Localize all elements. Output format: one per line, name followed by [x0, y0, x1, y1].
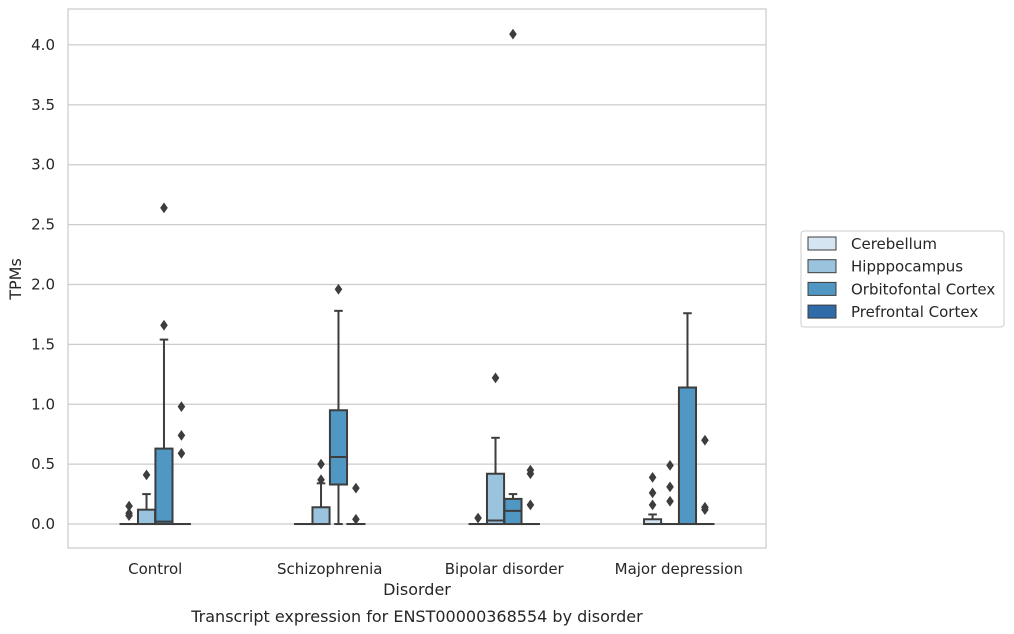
outlier-point [509, 28, 517, 40]
x-tick-label: Bipolar disorder [445, 560, 565, 578]
outlier-point [142, 469, 151, 481]
y-axis-title: TPMs [6, 258, 25, 301]
outlier-point [701, 434, 709, 446]
box-cerebellum [119, 500, 139, 526]
outlier-point [177, 430, 186, 441]
outlier-point [701, 501, 709, 513]
outlier-point [177, 448, 186, 459]
legend-swatch [807, 281, 837, 296]
y-tick-label: 3.0 [31, 156, 55, 174]
y-tick-labels: 0.0 0.5 1.0 1.5 2.0 2.5 3.0 3.5 4.0 [31, 36, 55, 533]
legend-label: Cerebellum [851, 235, 937, 253]
x-tick-labels: Control Schizophrenia Bipolar disorder Majo… [128, 560, 743, 578]
outlier-point [352, 482, 360, 494]
legend-swatch [807, 304, 837, 319]
outlier-point [317, 474, 325, 486]
outlier-point [666, 481, 674, 493]
outlier-point [160, 319, 168, 331]
box-body [485, 472, 506, 526]
x-axis-title: Disorder [383, 580, 451, 599]
outlier-point [666, 459, 674, 471]
outlier-point [526, 499, 535, 511]
grid-lines [68, 44, 766, 525]
plot-frame [67, 8, 767, 549]
x-tick-label: Major depression [615, 560, 743, 578]
box-body [154, 447, 174, 526]
outlier-point [648, 471, 657, 483]
box-orbitofontal-cortex [154, 202, 174, 526]
outlier-point [317, 458, 325, 470]
outlier-point [334, 283, 343, 295]
y-tick-label: 0.0 [31, 515, 55, 533]
y-tick-label: 3.5 [31, 96, 55, 114]
box-body [328, 409, 349, 486]
outlier-point [125, 500, 133, 512]
box-cerebellum [643, 471, 663, 526]
y-tick-label: 1.5 [31, 335, 55, 353]
box-body [677, 386, 698, 526]
box-orbitofontal-cortex [328, 283, 349, 526]
box-prefrontal-cortex [171, 401, 191, 526]
box-body [311, 506, 331, 526]
outlier-point [160, 202, 168, 214]
box-body [136, 508, 157, 526]
outlier-point [648, 499, 657, 511]
legend-frame [800, 230, 1005, 328]
outlier-point [177, 401, 186, 413]
legend-label: Orbitofontal Cortex [851, 280, 995, 298]
outlier-point [666, 495, 674, 507]
y-tick-label: 0.5 [31, 455, 55, 473]
chart-caption: Transcript expression for ENST0000036855… [190, 607, 643, 626]
y-tick-label: 2.5 [31, 216, 55, 234]
box-prefrontal-cortex [695, 434, 715, 526]
x-tick-label: Control [128, 560, 182, 578]
outlier-point [352, 513, 360, 525]
box-prefrontal-cortex [346, 482, 366, 526]
y-tick-label: 1.0 [31, 395, 55, 413]
legend-swatch [807, 259, 837, 274]
box-hipppocampus [660, 459, 680, 526]
box-hipppocampus [485, 372, 506, 526]
outlier-point [526, 464, 535, 476]
outlier-point [648, 487, 657, 499]
box-orbitofontal-cortex [677, 312, 698, 526]
outlier-point [491, 372, 500, 384]
box-hipppocampus [136, 469, 157, 526]
outlier-point [125, 507, 133, 519]
legend-swatch [807, 236, 837, 251]
boxes [119, 28, 715, 526]
legend: Cerebellum Hipppocampus Orbitofontal Corte… [800, 230, 1005, 328]
box-hipppocampus [311, 458, 331, 526]
x-tick-label: Schizophrenia [277, 560, 382, 578]
legend-label: Hipppocampus [851, 258, 963, 276]
box-orbitofontal-cortex [503, 28, 523, 526]
y-tick-label: 2.0 [31, 275, 55, 293]
outlier-point [474, 512, 482, 524]
legend-label: Prefrontal Cortex [851, 303, 978, 321]
y-tick-label: 4.0 [31, 36, 55, 54]
box-cerebellum [468, 512, 488, 526]
box-prefrontal-cortex [520, 464, 540, 526]
